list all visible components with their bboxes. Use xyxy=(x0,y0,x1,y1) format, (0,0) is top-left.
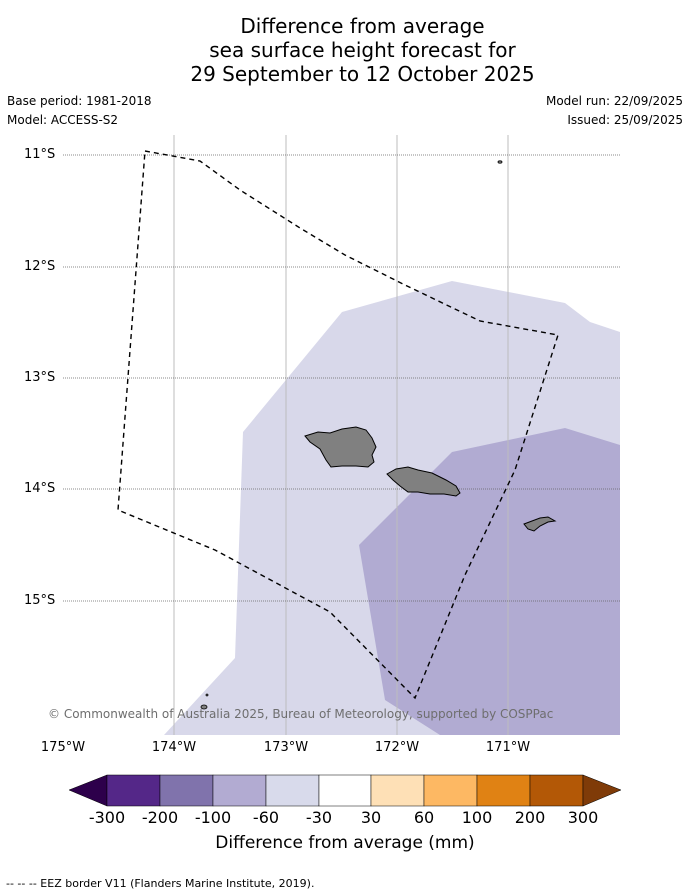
colorbar-tick: 100 xyxy=(461,808,493,827)
colorbar-tick: 200 xyxy=(514,808,546,827)
colorbar-tick: 30 xyxy=(360,808,382,827)
colorbar-tick: -200 xyxy=(141,808,179,827)
lat-label-11s: 11°S xyxy=(24,147,56,162)
colorbar xyxy=(68,774,622,807)
colorbar-tick: 60 xyxy=(413,808,435,827)
colorbar-tick: -300 xyxy=(88,808,126,827)
map-title: Difference from average sea surface heig… xyxy=(0,14,690,86)
lat-label-15s: 15°S xyxy=(24,593,56,608)
lon-label-174w: 174°W xyxy=(151,740,197,755)
lon-label-175w: 175°W xyxy=(40,740,86,755)
lat-label-12s: 12°S xyxy=(24,259,56,274)
base-period: Base period: 1981-2018 xyxy=(7,94,152,108)
colorbar-tick: -30 xyxy=(305,808,333,827)
title-line-2: sea surface height forecast for xyxy=(209,38,516,62)
lon-label-173w: 173°W xyxy=(263,740,309,755)
meta-left: Base period: 1981-2018 Model: ACCESS-S2 xyxy=(7,94,152,132)
lon-label-172w: 172°W xyxy=(374,740,420,755)
eez-border xyxy=(117,150,559,700)
colorbar-tick: -60 xyxy=(252,808,280,827)
colorbar-tick: -100 xyxy=(194,808,232,827)
small-islet-north xyxy=(497,160,503,164)
eez-legend-footnote: -- -- -- EEZ border V11 (Flanders Marine… xyxy=(6,877,315,890)
tutuila-island xyxy=(523,516,557,532)
upolu-island xyxy=(386,466,461,497)
issued-date: Issued: 25/09/2025 xyxy=(567,113,683,127)
small-islet-south xyxy=(200,704,208,710)
model-run: Model run: 22/09/2025 xyxy=(545,94,683,108)
lat-label-14s: 14°S xyxy=(24,481,56,496)
title-line-3: 29 September to 12 October 2025 xyxy=(190,62,535,86)
colorbar-tick: 300 xyxy=(567,808,599,827)
model-name: Model: ACCESS-S2 xyxy=(7,113,119,127)
gridlines xyxy=(63,135,620,735)
title-line-1: Difference from average xyxy=(240,14,485,38)
savaii-island xyxy=(304,426,377,468)
meta-right: Model run: 22/09/2025 Issued: 25/09/2025 xyxy=(546,94,683,132)
copyright-credit: © Commonwealth of Australia 2025, Bureau… xyxy=(48,707,554,721)
anomaly-band-medium xyxy=(359,428,620,735)
colorbar-title: Difference from average (mm) xyxy=(215,833,475,853)
small-islet-south-2 xyxy=(205,693,209,697)
lat-label-13s: 13°S xyxy=(24,370,56,385)
lon-label-171w: 171°W xyxy=(485,740,531,755)
